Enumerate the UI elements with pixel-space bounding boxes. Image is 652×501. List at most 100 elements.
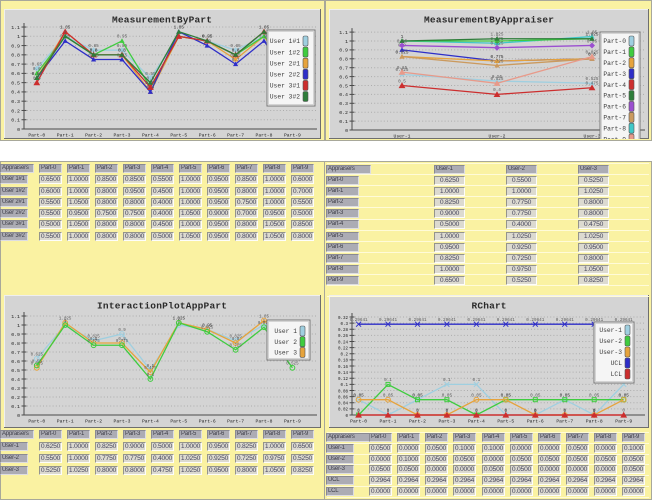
- svg-text:1: 1: [263, 320, 266, 324]
- svg-text:Part-0: Part-0: [350, 419, 367, 425]
- svg-text:0.32: 0.32: [338, 317, 349, 321]
- svg-text:0.04: 0.04: [338, 403, 349, 407]
- svg-text:Part-0: Part-0: [603, 38, 626, 45]
- svg-text:User 3#2: User 3#2: [270, 94, 300, 101]
- svg-text:1: 1: [401, 35, 404, 40]
- svg-text:0: 0: [357, 409, 360, 414]
- svg-text:1.05: 1.05: [259, 315, 269, 319]
- svg-text:0.65: 0.65: [32, 63, 43, 68]
- svg-text:0.3: 0.3: [11, 386, 20, 392]
- svg-text:0.55: 0.55: [32, 72, 43, 77]
- svg-text:0.95: 0.95: [202, 324, 212, 328]
- svg-text:User-2: User-2: [489, 134, 506, 140]
- svg-text:Part-5: Part-5: [170, 133, 187, 139]
- svg-text:0.975: 0.975: [258, 322, 271, 326]
- svg-text:Part-6: Part-6: [199, 419, 216, 425]
- svg-text:0.525: 0.525: [286, 363, 299, 367]
- svg-text:0.1: 0.1: [473, 378, 481, 383]
- svg-text:0: 0: [534, 409, 537, 414]
- svg-text:Part-1: Part-1: [603, 49, 626, 56]
- svg-text:0: 0: [345, 128, 348, 134]
- svg-text:Part-9: Part-9: [615, 419, 632, 425]
- svg-text:0.95: 0.95: [202, 35, 213, 40]
- svg-text:0.95: 0.95: [202, 35, 213, 40]
- svg-text:User-1: User-1: [599, 327, 622, 334]
- svg-text:0.95: 0.95: [259, 35, 270, 40]
- svg-text:0.95: 0.95: [202, 35, 213, 40]
- svg-text:Part-8: Part-8: [586, 419, 603, 425]
- svg-text:0.29641: 0.29641: [379, 318, 397, 323]
- svg-text:0: 0: [475, 409, 478, 414]
- svg-text:0: 0: [505, 409, 508, 414]
- svg-text:UCL: UCL: [611, 360, 623, 367]
- svg-text:0: 0: [593, 409, 596, 414]
- svg-text:Part-0: Part-0: [28, 419, 45, 425]
- svg-text:Part-6: Part-6: [199, 133, 216, 139]
- svg-text:Part-9: Part-9: [284, 133, 301, 139]
- svg-text:0.8: 0.8: [118, 338, 126, 342]
- svg-text:1.1: 1.1: [11, 314, 20, 320]
- svg-text:0.8: 0.8: [118, 49, 126, 54]
- svg-text:1: 1: [401, 35, 404, 40]
- svg-text:Part-8: Part-8: [256, 133, 273, 139]
- svg-text:0: 0: [416, 409, 419, 414]
- svg-text:0.5: 0.5: [147, 76, 155, 81]
- svg-text:0.8: 0.8: [232, 338, 240, 342]
- svg-text:0.26: 0.26: [338, 335, 349, 339]
- svg-text:0.8: 0.8: [90, 49, 98, 54]
- svg-text:1: 1: [401, 35, 404, 40]
- svg-text:0.1: 0.1: [384, 378, 392, 383]
- svg-text:0.1: 0.1: [443, 378, 451, 383]
- svg-text:0.6: 0.6: [33, 67, 41, 72]
- svg-text:0: 0: [534, 409, 537, 414]
- svg-text:1: 1: [17, 323, 20, 329]
- svg-text:User-3: User-3: [584, 134, 601, 140]
- svg-text:1.05: 1.05: [174, 25, 185, 30]
- svg-text:1.025: 1.025: [59, 318, 72, 322]
- svg-text:0.475: 0.475: [144, 367, 157, 371]
- svg-text:Part-5: Part-5: [497, 419, 514, 425]
- svg-text:0: 0: [564, 409, 567, 414]
- svg-text:0.3: 0.3: [340, 323, 348, 327]
- svg-text:0.8: 0.8: [118, 49, 126, 54]
- svg-text:0.05: 0.05: [442, 393, 453, 398]
- svg-text:0.5: 0.5: [398, 79, 406, 84]
- svg-text:Part-6: Part-6: [527, 419, 544, 425]
- svg-text:0.05: 0.05: [471, 393, 482, 398]
- svg-text:0.6: 0.6: [11, 359, 20, 365]
- svg-text:0.22: 0.22: [338, 347, 349, 351]
- svg-text:0.28: 0.28: [338, 329, 349, 333]
- svg-text:0.29641: 0.29641: [467, 318, 485, 323]
- svg-text:0.3: 0.3: [11, 99, 20, 105]
- svg-text:0.05: 0.05: [412, 393, 423, 398]
- svg-text:0.95: 0.95: [202, 324, 212, 328]
- svg-text:1.05: 1.05: [174, 25, 185, 30]
- svg-text:0: 0: [17, 127, 20, 133]
- svg-text:1.1: 1.1: [339, 30, 348, 36]
- svg-text:0: 0: [345, 415, 348, 419]
- svg-text:0.2: 0.2: [339, 110, 348, 116]
- svg-text:0.7: 0.7: [11, 62, 20, 68]
- svg-text:1.025: 1.025: [491, 33, 504, 38]
- svg-text:0.05: 0.05: [501, 393, 512, 398]
- svg-text:0.85: 0.85: [88, 44, 99, 49]
- svg-text:0.7: 0.7: [339, 66, 348, 72]
- svg-text:0.05: 0.05: [560, 393, 571, 398]
- svg-text:1.025: 1.025: [586, 33, 599, 38]
- svg-text:0.29641: 0.29641: [408, 318, 426, 323]
- svg-text:0.05: 0.05: [353, 393, 364, 398]
- svg-text:0: 0: [387, 409, 390, 414]
- svg-text:0.8: 0.8: [90, 338, 98, 342]
- svg-text:User 3#1: User 3#1: [270, 83, 300, 90]
- svg-text:0.95: 0.95: [117, 35, 128, 40]
- svg-text:0.8: 0.8: [232, 49, 240, 54]
- svg-text:0.08: 0.08: [338, 390, 349, 394]
- svg-text:Part-5: Part-5: [603, 93, 626, 100]
- svg-text:Part-1: Part-1: [57, 133, 74, 139]
- svg-text:1.05: 1.05: [259, 25, 270, 30]
- svg-text:Part-5: Part-5: [170, 419, 187, 425]
- svg-text:Part-3: Part-3: [603, 71, 626, 78]
- svg-text:Part-4: Part-4: [142, 419, 159, 425]
- svg-text:0.29641: 0.29641: [556, 318, 574, 323]
- svg-text:0.8: 0.8: [118, 49, 126, 54]
